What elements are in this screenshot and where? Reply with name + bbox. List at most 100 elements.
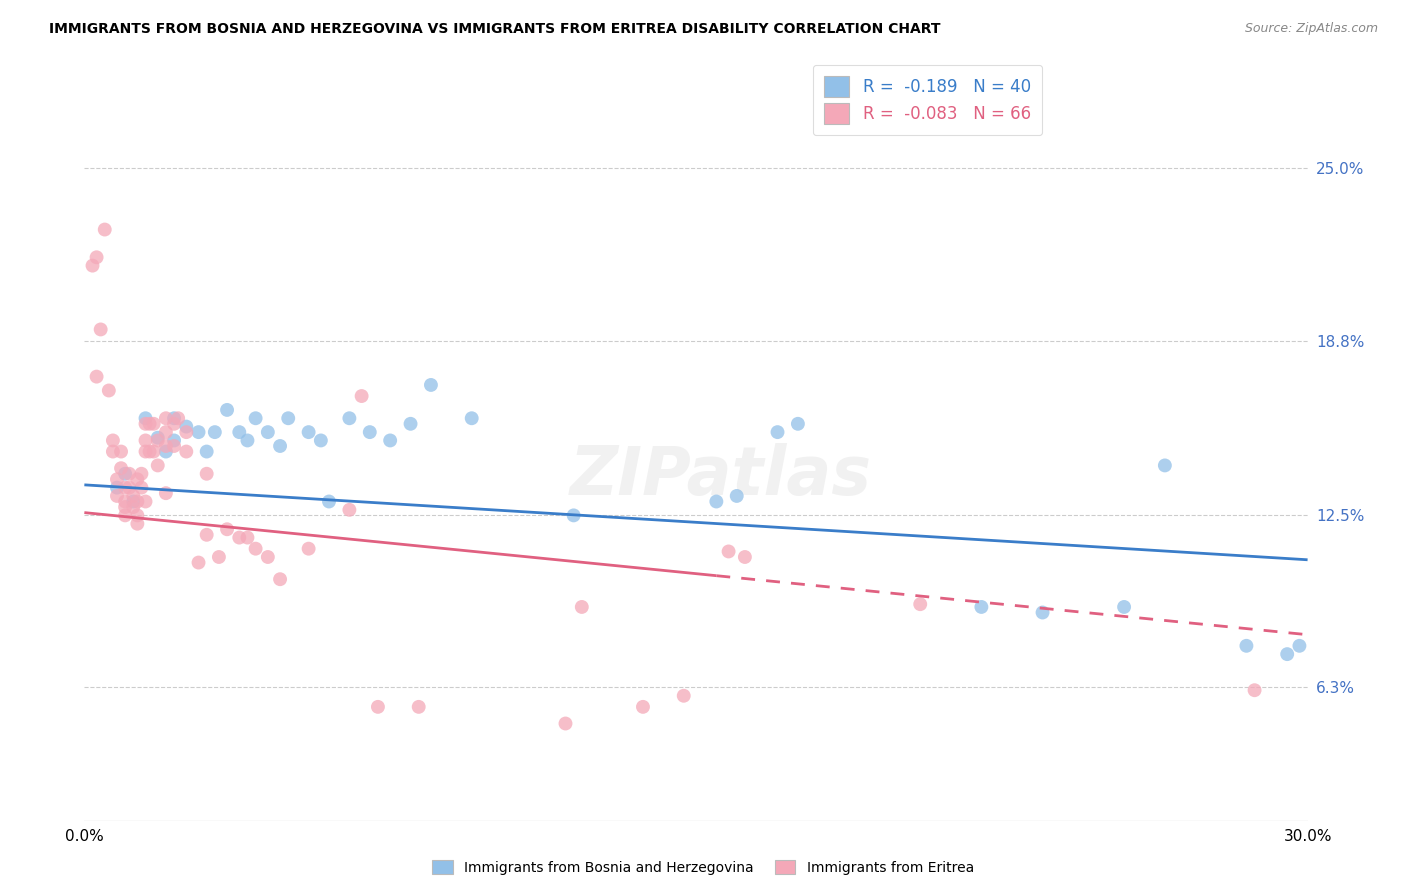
Point bbox=[245, 411, 267, 425]
Point bbox=[114, 481, 136, 495]
Point bbox=[138, 417, 160, 431]
Point bbox=[734, 549, 756, 564]
Legend: Immigrants from Bosnia and Herzegovina, Immigrants from Eritrea: Immigrants from Bosnia and Herzegovina, … bbox=[426, 855, 980, 880]
Point bbox=[380, 434, 402, 448]
Point bbox=[174, 419, 197, 434]
Point bbox=[910, 597, 932, 611]
Point bbox=[163, 434, 186, 448]
Point bbox=[571, 599, 593, 614]
Point bbox=[236, 531, 259, 545]
Point bbox=[163, 439, 186, 453]
Point bbox=[970, 599, 993, 614]
Point bbox=[122, 489, 145, 503]
Point bbox=[350, 389, 373, 403]
Point bbox=[105, 481, 128, 495]
Point bbox=[187, 425, 209, 439]
Point bbox=[118, 481, 141, 495]
Point bbox=[1032, 606, 1054, 620]
Point bbox=[217, 522, 239, 536]
Point bbox=[1114, 599, 1136, 614]
Point bbox=[257, 549, 280, 564]
Point bbox=[167, 411, 190, 425]
Point bbox=[135, 411, 157, 425]
Point bbox=[127, 472, 149, 486]
Point bbox=[399, 417, 422, 431]
Point bbox=[155, 411, 177, 425]
Point bbox=[105, 489, 128, 503]
Point bbox=[97, 384, 120, 398]
Point bbox=[174, 425, 197, 439]
Point bbox=[110, 461, 132, 475]
Point bbox=[155, 486, 177, 500]
Point bbox=[163, 417, 186, 431]
Text: Source: ZipAtlas.com: Source: ZipAtlas.com bbox=[1244, 22, 1378, 36]
Point bbox=[717, 544, 740, 558]
Point bbox=[135, 417, 157, 431]
Point bbox=[766, 425, 789, 439]
Point bbox=[105, 472, 128, 486]
Point bbox=[672, 689, 695, 703]
Point bbox=[706, 494, 728, 508]
Point bbox=[562, 508, 585, 523]
Point bbox=[114, 494, 136, 508]
Point bbox=[155, 439, 177, 453]
Point bbox=[367, 699, 389, 714]
Point bbox=[114, 467, 136, 481]
Point bbox=[408, 699, 430, 714]
Point bbox=[359, 425, 381, 439]
Point bbox=[118, 467, 141, 481]
Point bbox=[1236, 639, 1258, 653]
Point bbox=[1243, 683, 1265, 698]
Point bbox=[114, 508, 136, 523]
Point bbox=[339, 411, 361, 425]
Point bbox=[101, 434, 124, 448]
Point bbox=[138, 444, 160, 458]
Point bbox=[86, 369, 108, 384]
Point bbox=[146, 431, 169, 445]
Text: ZIPatlas: ZIPatlas bbox=[569, 443, 872, 509]
Legend: R =  -0.189   N = 40, R =  -0.083   N = 66: R = -0.189 N = 40, R = -0.083 N = 66 bbox=[813, 65, 1042, 136]
Point bbox=[135, 494, 157, 508]
Point bbox=[1154, 458, 1177, 473]
Point bbox=[298, 541, 321, 556]
Point bbox=[101, 444, 124, 458]
Point bbox=[146, 458, 169, 473]
Point bbox=[277, 411, 299, 425]
Point bbox=[269, 439, 291, 453]
Point bbox=[187, 556, 209, 570]
Point bbox=[131, 467, 153, 481]
Point bbox=[163, 411, 186, 425]
Point bbox=[122, 500, 145, 514]
Point bbox=[631, 699, 654, 714]
Point bbox=[236, 434, 259, 448]
Point bbox=[195, 444, 218, 458]
Point bbox=[269, 572, 291, 586]
Point bbox=[257, 425, 280, 439]
Point bbox=[787, 417, 810, 431]
Point bbox=[142, 417, 165, 431]
Point bbox=[228, 531, 250, 545]
Point bbox=[122, 494, 145, 508]
Point bbox=[110, 444, 132, 458]
Point bbox=[725, 489, 748, 503]
Point bbox=[195, 467, 218, 481]
Point bbox=[135, 444, 157, 458]
Point bbox=[114, 500, 136, 514]
Point bbox=[309, 434, 332, 448]
Point bbox=[127, 494, 149, 508]
Point bbox=[82, 259, 104, 273]
Point bbox=[127, 508, 149, 523]
Point bbox=[93, 222, 115, 236]
Point bbox=[461, 411, 484, 425]
Point bbox=[217, 403, 239, 417]
Point bbox=[245, 541, 267, 556]
Point bbox=[174, 444, 197, 458]
Point bbox=[1277, 647, 1299, 661]
Point bbox=[135, 434, 157, 448]
Point bbox=[142, 444, 165, 458]
Text: IMMIGRANTS FROM BOSNIA AND HERZEGOVINA VS IMMIGRANTS FROM ERITREA DISABILITY COR: IMMIGRANTS FROM BOSNIA AND HERZEGOVINA V… bbox=[49, 22, 941, 37]
Point bbox=[204, 425, 226, 439]
Point bbox=[228, 425, 250, 439]
Point bbox=[195, 528, 218, 542]
Point bbox=[298, 425, 321, 439]
